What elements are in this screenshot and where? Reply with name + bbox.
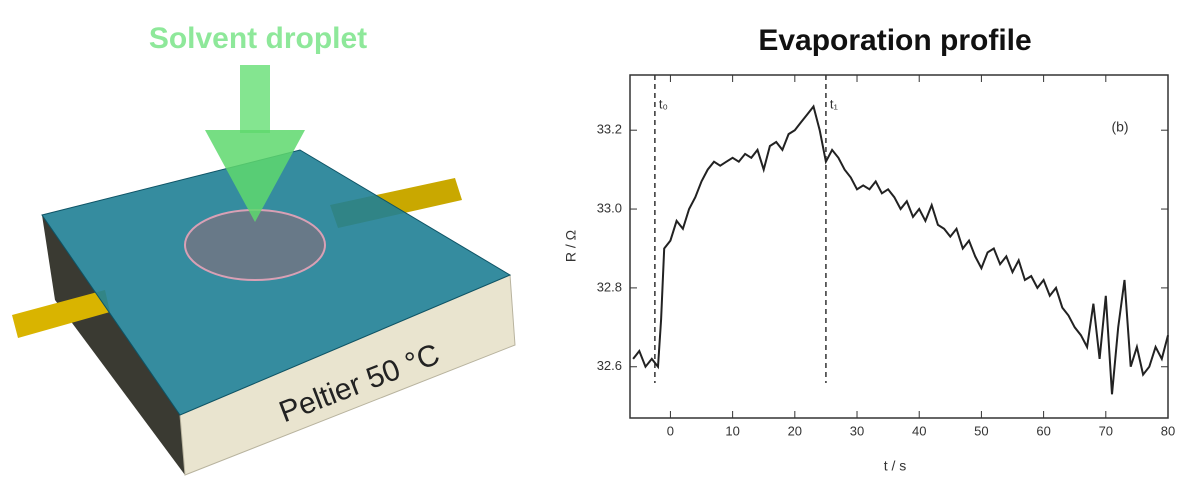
box-side	[42, 215, 185, 475]
y-tick-label: 33.0	[597, 200, 622, 215]
chart-title: Evaporation profile	[758, 24, 1031, 57]
x-tick-label: 20	[788, 423, 802, 438]
y-tick-label: 32.6	[597, 358, 622, 373]
x-tick-label: 80	[1161, 423, 1175, 438]
x-tick-label: 60	[1036, 423, 1050, 438]
glass-slide	[41, 149, 512, 416]
arrow-head	[205, 130, 305, 222]
illustration-title: Solvent droplet	[149, 22, 367, 55]
x-tick-label: 0	[667, 423, 674, 438]
marker-label: t₀	[659, 96, 668, 111]
x-tick-label: 10	[725, 423, 739, 438]
x-tick-label: 40	[912, 423, 926, 438]
x-tick-label: 70	[1099, 423, 1113, 438]
x-axis-label: t / s	[884, 458, 907, 474]
data-line	[632, 104, 1169, 395]
y-tick-label: 33.2	[597, 122, 622, 137]
electrode	[12, 290, 110, 338]
y-tick-label: 32.8	[597, 279, 622, 294]
arrow-shaft	[240, 65, 270, 133]
illustration: Solvent droplet Peltier 50 °C	[12, 22, 516, 476]
plot-frame	[629, 74, 1169, 419]
x-tick-label: 30	[850, 423, 864, 438]
panel-label: (b)	[1111, 119, 1128, 135]
marker-label: t₁	[830, 96, 839, 111]
x-tick-label: 50	[974, 423, 988, 438]
y-axis-label: R / Ω	[563, 230, 579, 262]
